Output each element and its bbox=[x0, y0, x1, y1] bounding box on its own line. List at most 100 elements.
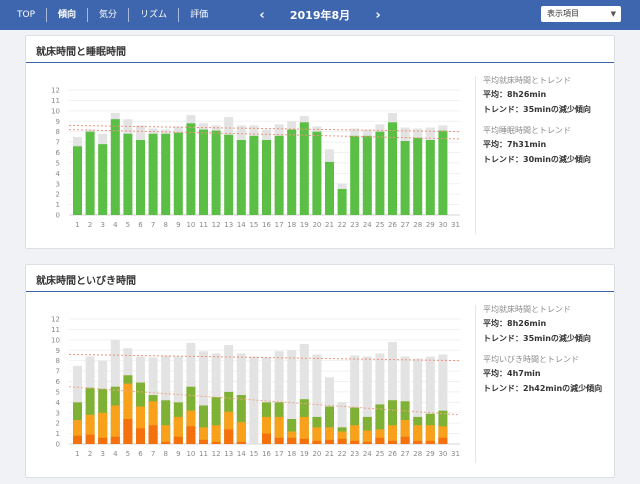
nav-item-rhythm[interactable]: リズム bbox=[128, 8, 178, 22]
info-average: 平均：8h26min bbox=[483, 319, 547, 328]
chart-info-panel: 平均就床時間とトレンド 平均：8h26min トレンド：35minの減少傾向 平… bbox=[483, 303, 608, 403]
chart-info-panel: 平均就床時間とトレンド 平均：8h26min トレンド：35minの減少傾向 平… bbox=[483, 74, 608, 174]
bar bbox=[375, 404, 385, 444]
y-tick-label: 9 bbox=[56, 347, 60, 355]
x-tick-label: 23 bbox=[350, 221, 359, 229]
y-tick-label: 1 bbox=[56, 201, 60, 209]
bar bbox=[413, 137, 423, 215]
nav-item-mood[interactable]: 気分 bbox=[87, 8, 128, 22]
x-tick-label: 10 bbox=[186, 450, 195, 458]
bar bbox=[312, 354, 322, 444]
x-tick-label: 18 bbox=[287, 221, 296, 229]
x-tick-label: 30 bbox=[438, 221, 447, 229]
bar bbox=[98, 437, 108, 444]
bar bbox=[136, 140, 145, 215]
x-tick-label: 1 bbox=[75, 450, 79, 458]
x-tick-label: 15 bbox=[249, 221, 258, 229]
bar bbox=[413, 440, 423, 444]
bar bbox=[249, 135, 259, 215]
x-tick-label: 4 bbox=[113, 450, 118, 458]
bar bbox=[186, 426, 196, 444]
bar bbox=[325, 439, 334, 444]
bar bbox=[299, 344, 309, 444]
bar bbox=[388, 400, 397, 444]
bar bbox=[123, 419, 133, 444]
chevron-down-icon: ▼ bbox=[610, 10, 616, 18]
y-tick-label: 4 bbox=[56, 170, 61, 178]
y-tick-label: 6 bbox=[56, 378, 61, 386]
bar bbox=[98, 412, 108, 444]
bar bbox=[236, 441, 246, 444]
x-tick-label: 14 bbox=[237, 450, 246, 458]
bar bbox=[375, 437, 385, 444]
bar bbox=[350, 355, 360, 444]
bar bbox=[274, 416, 284, 444]
y-tick-label: 10 bbox=[51, 336, 60, 344]
y-tick-label: 10 bbox=[51, 107, 60, 115]
chevron-right-icon[interactable]: › bbox=[375, 7, 381, 23]
bar bbox=[199, 129, 208, 215]
x-tick-label: 3 bbox=[100, 450, 104, 458]
x-tick-label: 19 bbox=[300, 221, 309, 229]
bar bbox=[148, 425, 158, 444]
bed-sleep-chart-card: 就床時間と睡眠時間 0 1 2 3 4 5 6 7 8 9 10 11 12 1 2 3 4 5 6 7 8 9 10 11 1… bbox=[25, 35, 615, 249]
x-tick-label: 26 bbox=[388, 450, 397, 458]
info-trend: トレンド：2h42minの減少傾向 bbox=[483, 384, 603, 393]
bar bbox=[211, 441, 221, 444]
x-tick-label: 22 bbox=[338, 221, 347, 229]
x-tick-label: 6 bbox=[138, 450, 143, 458]
info-label: 平均睡眠時間とトレンド bbox=[483, 126, 571, 135]
x-tick-label: 9 bbox=[176, 450, 180, 458]
bar bbox=[136, 428, 145, 444]
x-tick-label: 24 bbox=[363, 221, 372, 229]
bar bbox=[199, 351, 208, 444]
info-average: 平均：8h26min bbox=[483, 90, 547, 99]
bar bbox=[161, 355, 171, 444]
bar bbox=[73, 435, 82, 444]
y-tick-label: 2 bbox=[56, 420, 60, 428]
info-trend: トレンド：35minの減少傾向 bbox=[483, 334, 591, 343]
bar bbox=[98, 144, 108, 215]
bar bbox=[287, 350, 297, 444]
y-tick-label: 4 bbox=[56, 399, 61, 407]
y-tick-label: 5 bbox=[56, 159, 60, 167]
bar bbox=[400, 420, 410, 444]
bar bbox=[274, 437, 284, 444]
info-average: 平均：4h7min bbox=[483, 369, 541, 378]
bar bbox=[325, 161, 334, 215]
x-tick-label: 24 bbox=[363, 450, 372, 458]
x-tick-label: 9 bbox=[176, 221, 180, 229]
bar bbox=[148, 401, 158, 444]
card-title: 就床時間と睡眠時間 bbox=[36, 47, 126, 58]
nav-item-evaluation[interactable]: 評価 bbox=[178, 8, 219, 22]
x-tick-label: 18 bbox=[287, 450, 296, 458]
x-tick-label: 10 bbox=[186, 221, 195, 229]
nav-item-trend[interactable]: 傾向 bbox=[46, 8, 87, 22]
bar bbox=[173, 436, 183, 444]
nav-item-top[interactable]: TOP bbox=[17, 10, 36, 20]
x-tick-label: 21 bbox=[325, 450, 334, 458]
x-tick-label: 31 bbox=[451, 221, 460, 229]
bar bbox=[173, 132, 183, 215]
x-tick-label: 16 bbox=[262, 221, 271, 229]
bar bbox=[325, 427, 334, 444]
x-tick-label: 11 bbox=[199, 450, 208, 458]
x-tick-label: 13 bbox=[224, 450, 233, 458]
x-tick-label: 12 bbox=[212, 450, 221, 458]
x-tick-label: 7 bbox=[151, 221, 155, 229]
bar bbox=[388, 425, 397, 444]
display-items-select[interactable]: 表示項目 ▼ bbox=[541, 6, 621, 22]
bar bbox=[287, 129, 297, 215]
bar bbox=[73, 420, 82, 444]
x-tick-label: 12 bbox=[212, 221, 221, 229]
chevron-left-icon[interactable]: ‹ bbox=[259, 7, 265, 23]
bar bbox=[73, 146, 82, 215]
divider bbox=[475, 76, 476, 234]
x-tick-label: 21 bbox=[325, 221, 334, 229]
card-title-rule bbox=[26, 291, 614, 292]
x-tick-label: 19 bbox=[300, 450, 309, 458]
bar bbox=[362, 430, 372, 444]
bar bbox=[123, 133, 133, 215]
x-tick-label: 25 bbox=[375, 221, 384, 229]
